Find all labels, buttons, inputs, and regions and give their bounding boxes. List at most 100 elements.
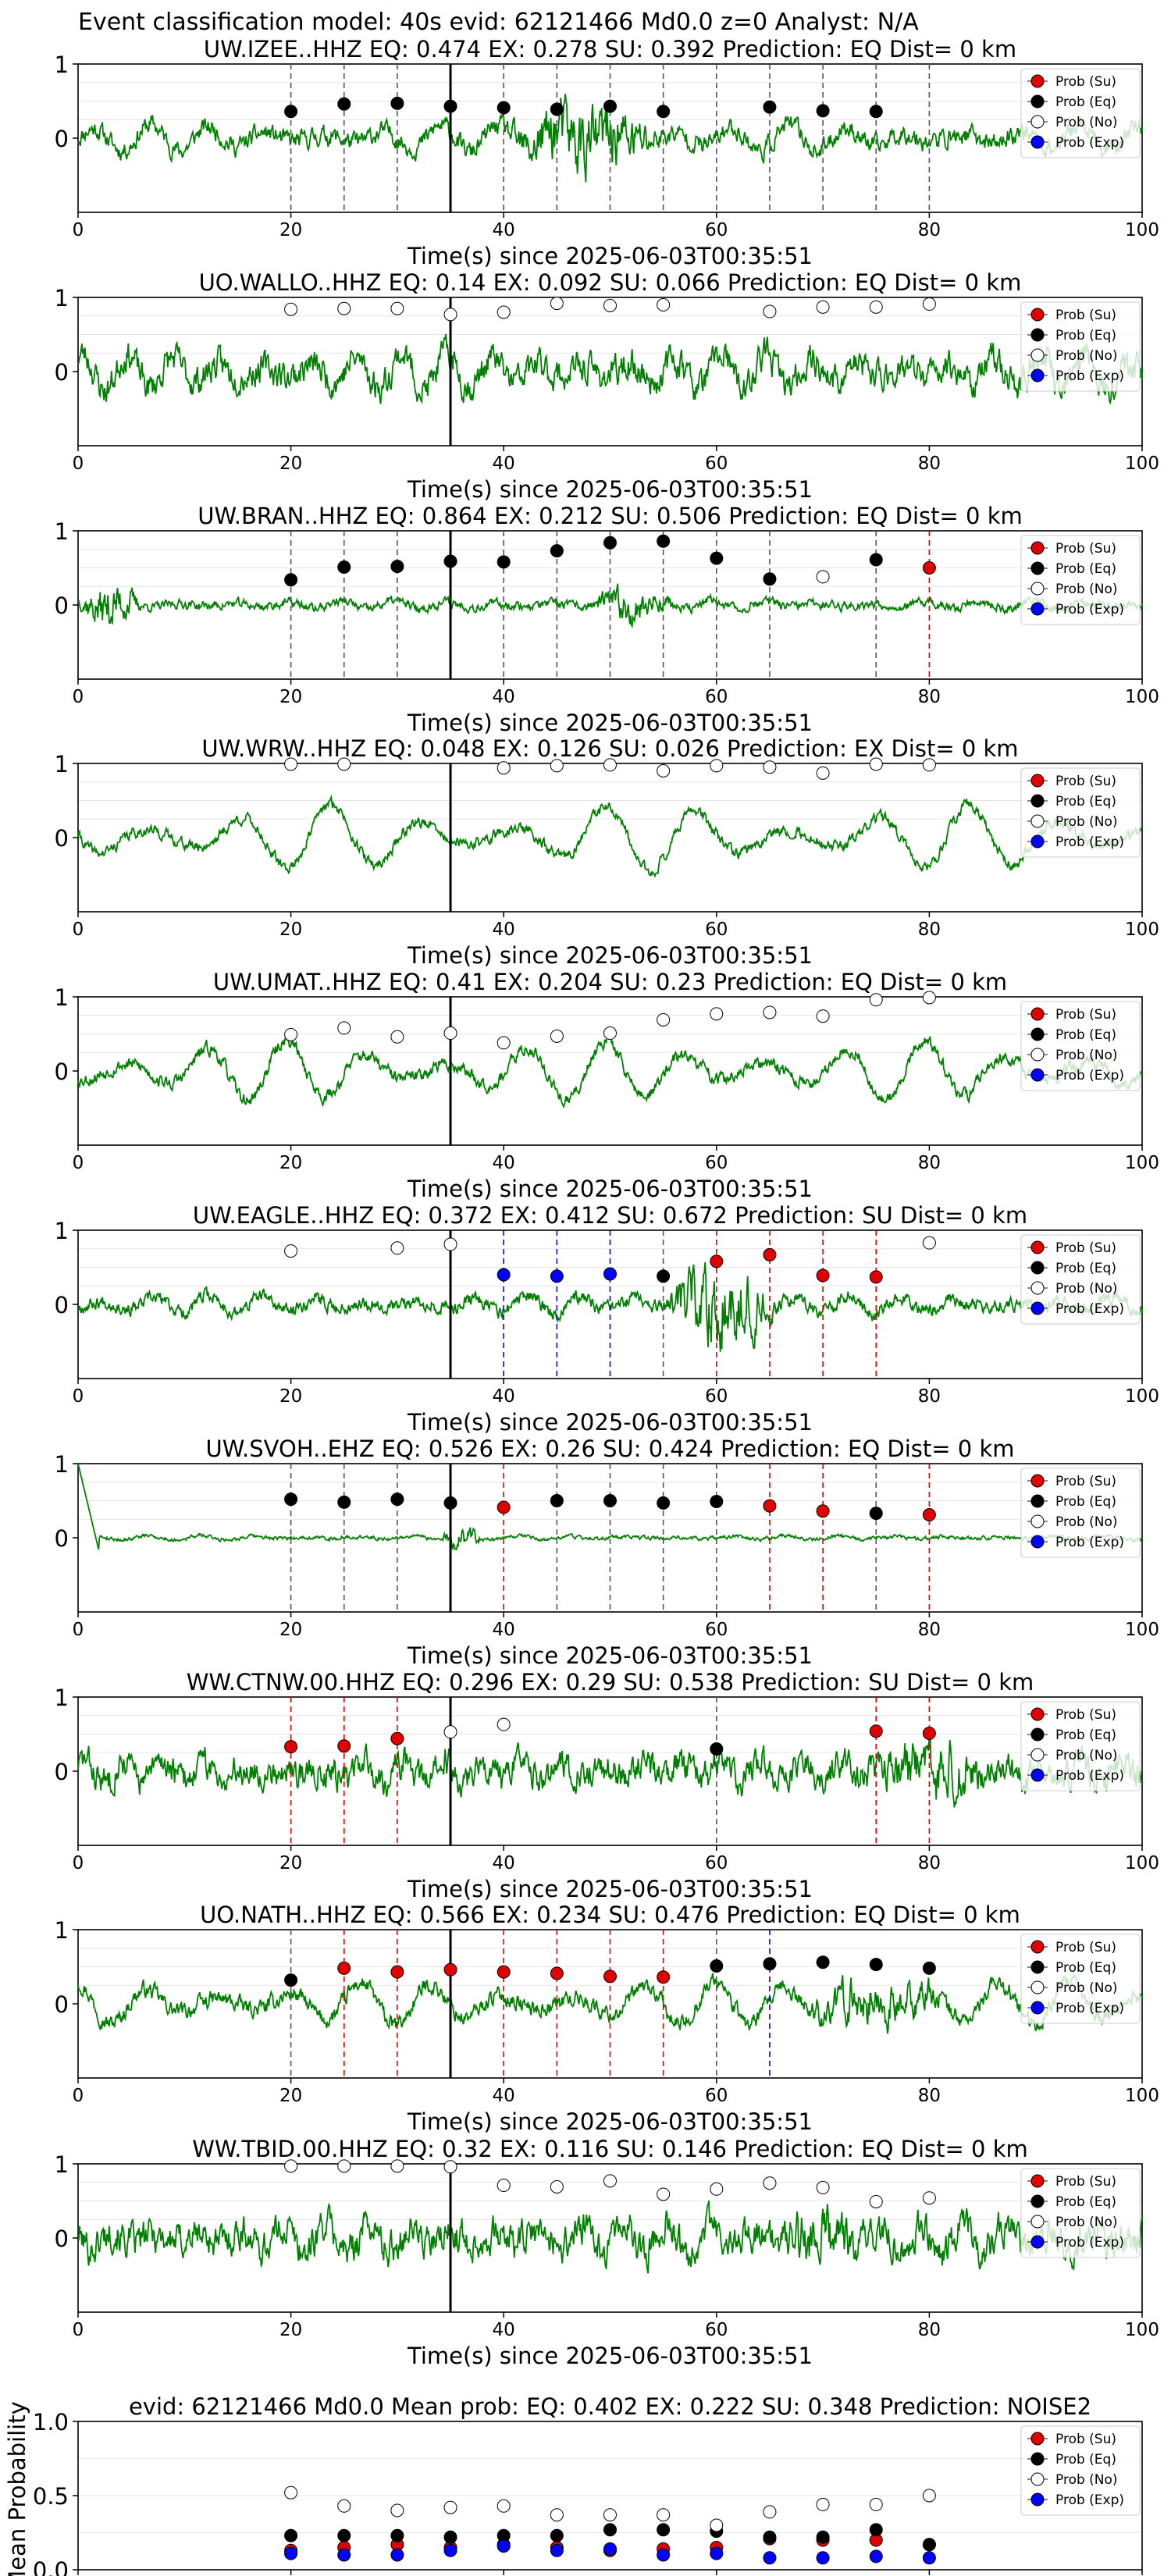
x-tick-label: 0 bbox=[73, 687, 84, 707]
x-tick-label: 20 bbox=[279, 220, 302, 240]
legend-label: Prob (No) bbox=[1055, 1514, 1118, 1530]
legend-marker bbox=[1030, 1068, 1045, 1082]
y-tick-label: 0 bbox=[55, 2226, 69, 2252]
probability-point bbox=[550, 1494, 564, 1507]
legend-marker bbox=[1030, 115, 1045, 129]
y-tick-label: 0.0 bbox=[33, 2557, 69, 2576]
legend-label: Prob (Eq) bbox=[1055, 1027, 1116, 1043]
probability-point bbox=[443, 1026, 457, 1041]
probability-point bbox=[550, 1029, 564, 1043]
legend-box bbox=[1020, 301, 1141, 392]
legend-marker bbox=[1030, 774, 1045, 788]
probability-point bbox=[816, 104, 830, 118]
legend-box bbox=[1020, 535, 1141, 625]
probability-point bbox=[443, 1237, 457, 1251]
probability-point bbox=[710, 1254, 724, 1268]
y-tick-label: 1.0 bbox=[33, 2409, 69, 2435]
probability-point bbox=[443, 308, 457, 322]
mean-point-no bbox=[603, 2508, 617, 2522]
panel-title: UW.EAGLE..HHZ EQ: 0.372 EX: 0.412 SU: 0.… bbox=[193, 1202, 1027, 1229]
legend-label: Prob (Su) bbox=[1055, 74, 1116, 90]
mean-point-exp bbox=[763, 2551, 777, 2565]
legend-label: Prob (No) bbox=[1055, 115, 1118, 130]
x-tick-label: 80 bbox=[918, 1620, 941, 1640]
legend-marker bbox=[1030, 1048, 1045, 1062]
y-tick-label: 1 bbox=[55, 2151, 69, 2178]
legend-box bbox=[1020, 2425, 1141, 2516]
legend-box bbox=[1020, 1934, 1141, 2024]
legend-label: Prob (Exp) bbox=[1055, 135, 1124, 151]
mean-point-exp bbox=[550, 2543, 564, 2557]
legend-box bbox=[1020, 1001, 1141, 1091]
seismic-trace bbox=[77, 1463, 1143, 1552]
probability-point bbox=[657, 534, 671, 548]
probability-point bbox=[284, 573, 298, 587]
legend-marker bbox=[1030, 1707, 1045, 1721]
seismic-trace bbox=[77, 1033, 1143, 1108]
legend-label: Prob (Su) bbox=[1055, 1007, 1116, 1023]
probability-point bbox=[550, 102, 564, 116]
mean-point-eq bbox=[869, 2523, 883, 2537]
x-tick-label: 40 bbox=[493, 1386, 515, 1407]
x-tick-label: 40 bbox=[493, 920, 515, 940]
legend-marker bbox=[1030, 1474, 1045, 1488]
mean-point-no bbox=[337, 2499, 351, 2513]
probability-point bbox=[497, 555, 511, 569]
legend-label: Prob (Su) bbox=[1055, 308, 1116, 323]
legend-marker bbox=[1030, 1980, 1045, 1994]
probability-point bbox=[603, 298, 617, 312]
probability-point bbox=[869, 300, 883, 314]
probability-point bbox=[763, 572, 777, 586]
probability-point bbox=[763, 1247, 777, 1261]
probability-point bbox=[869, 993, 883, 1007]
probability-point bbox=[603, 535, 617, 550]
legend-marker bbox=[1030, 1261, 1045, 1275]
legend-marker bbox=[1030, 582, 1045, 596]
probability-point bbox=[284, 757, 298, 771]
x-tick-label: 20 bbox=[279, 1153, 302, 1173]
y-tick-label: 1 bbox=[55, 984, 69, 1011]
x-axis-label: Time(s) since 2025-06-03T00:35:51 bbox=[407, 1176, 813, 1202]
probability-point bbox=[337, 97, 351, 111]
legend-label: Prob (Exp) bbox=[1055, 2235, 1124, 2250]
probability-point bbox=[390, 1731, 404, 1745]
x-tick-label: 0 bbox=[73, 220, 84, 240]
station-panel: UO.NATH..HHZ EQ: 0.566 EX: 0.234 SU: 0.4… bbox=[55, 1902, 1159, 2135]
seismic-trace bbox=[77, 1730, 1143, 1808]
probability-point bbox=[497, 1717, 511, 1731]
x-tick-label: 60 bbox=[705, 1153, 728, 1173]
legend-label: Prob (Eq) bbox=[1055, 328, 1116, 343]
legend-label: Prob (No) bbox=[1055, 2215, 1118, 2230]
probability-point bbox=[337, 560, 351, 575]
legend-marker bbox=[1030, 1301, 1045, 1315]
probability-point bbox=[657, 1496, 671, 1510]
probability-point bbox=[284, 1973, 298, 1987]
legend-marker bbox=[1030, 1960, 1045, 1974]
probability-point bbox=[922, 2191, 936, 2205]
mean-point-eq bbox=[284, 2528, 298, 2542]
x-axis-label: Time(s) since 2025-06-03T00:35:51 bbox=[407, 243, 813, 269]
x-tick-label: 20 bbox=[279, 2086, 302, 2106]
legend-box bbox=[1020, 767, 1141, 858]
y-tick-label: 0 bbox=[55, 359, 69, 386]
panel-title: UW.SVOH..EHZ EQ: 0.526 EX: 0.26 SU: 0.42… bbox=[205, 1436, 1014, 1462]
mean-point-exp bbox=[816, 2551, 830, 2565]
x-tick-label: 20 bbox=[279, 1853, 302, 1873]
mean-point-no bbox=[922, 2489, 936, 2503]
legend-label: Prob (No) bbox=[1055, 814, 1118, 830]
probability-point bbox=[869, 1958, 883, 1972]
probability-point bbox=[816, 766, 830, 780]
probability-point bbox=[284, 302, 298, 316]
probability-point bbox=[497, 1268, 511, 1282]
probability-point bbox=[550, 297, 564, 311]
mean-point-exp bbox=[869, 2549, 883, 2564]
x-tick-label: 40 bbox=[493, 1153, 515, 1173]
x-tick-label: 80 bbox=[918, 1153, 941, 1173]
station-panel: WW.TBID.00.HHZ EQ: 0.32 EX: 0.116 SU: 0.… bbox=[55, 2136, 1159, 2369]
probability-point bbox=[550, 544, 564, 558]
figure-title: Event classification model: 40s evid: 62… bbox=[78, 9, 919, 36]
legend-label: Prob (No) bbox=[1055, 1048, 1118, 1063]
probability-point bbox=[922, 991, 936, 1005]
panel-title: UW.UMAT..HHZ EQ: 0.41 EX: 0.204 SU: 0.23… bbox=[213, 969, 1007, 995]
